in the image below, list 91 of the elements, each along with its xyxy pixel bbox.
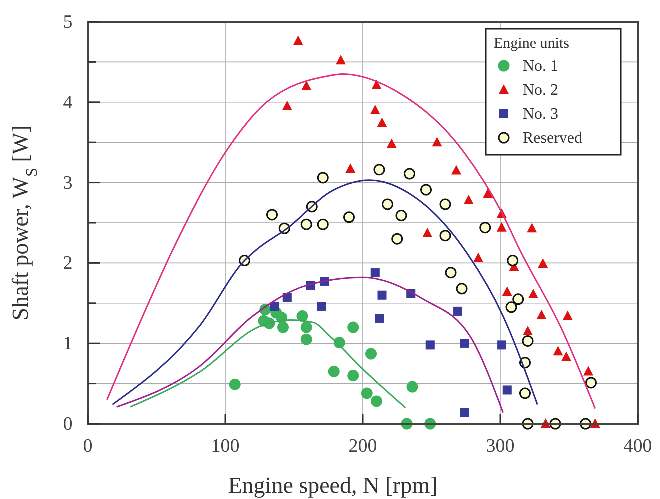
point: [522, 335, 534, 347]
point: [348, 370, 360, 382]
y-tick-label: 3: [63, 172, 73, 194]
point: [396, 210, 408, 222]
point: [346, 164, 356, 174]
point: [440, 230, 452, 242]
point: [460, 339, 470, 348]
y-tick-label: 4: [63, 92, 74, 114]
point: [483, 188, 494, 198]
point: [300, 322, 312, 334]
point: [426, 340, 435, 350]
line-series: [112, 180, 538, 406]
point: [562, 352, 572, 362]
point: [496, 222, 507, 232]
x-tick-label: 100: [211, 436, 240, 457]
point: [460, 408, 470, 418]
point: [344, 212, 355, 224]
point: [300, 218, 312, 230]
point: [293, 36, 304, 46]
x-axis-title: Engine speed, N [rpm]: [228, 473, 438, 498]
y-tick-label: 0: [63, 414, 73, 435]
y-tick-label: 2: [63, 253, 73, 274]
point: [464, 194, 474, 204]
point: [317, 218, 329, 230]
point: [374, 164, 386, 176]
point: [420, 184, 432, 196]
point: [278, 322, 289, 334]
point: [375, 314, 384, 324]
point: [586, 377, 597, 389]
point: [480, 222, 492, 234]
legend-label: Reserved: [523, 130, 583, 147]
point: [371, 396, 382, 408]
point: [553, 346, 564, 356]
legend-label: No. 1: [523, 58, 559, 75]
point: [536, 310, 547, 320]
point: [377, 118, 388, 128]
point: [474, 252, 484, 262]
point: [270, 302, 280, 312]
x-tick-label: 400: [624, 436, 652, 457]
point: [370, 104, 380, 114]
point: [266, 209, 278, 221]
point: [366, 348, 377, 360]
y-tick-label: 5: [63, 12, 73, 33]
point: [507, 255, 519, 267]
x-tick-label: 300: [486, 436, 515, 457]
point: [562, 310, 573, 320]
point: [512, 294, 524, 306]
point: [328, 366, 340, 378]
point: [502, 386, 512, 395]
point: [523, 326, 533, 336]
legend-label: No. 2: [523, 82, 559, 99]
point: [527, 223, 538, 233]
point: [282, 100, 292, 110]
point: [445, 267, 457, 279]
point: [229, 378, 241, 390]
point: [584, 366, 594, 376]
point: [348, 322, 360, 334]
point: [317, 172, 329, 184]
point: [392, 233, 404, 245]
point: [538, 258, 548, 268]
legend-label: No. 3: [523, 106, 559, 123]
point: [336, 55, 346, 65]
point: [440, 198, 452, 210]
point: [404, 168, 416, 180]
point: [370, 268, 380, 278]
point: [372, 80, 382, 90]
point: [361, 388, 373, 400]
point: [506, 302, 518, 314]
point: [520, 388, 531, 400]
y-tick-label: 1: [63, 334, 73, 355]
point: [296, 310, 308, 322]
line-series: [116, 276, 504, 414]
point: [502, 286, 512, 296]
point: [382, 198, 394, 210]
x-tick-label: 0: [83, 436, 93, 457]
point: [453, 306, 462, 316]
point: [386, 138, 397, 148]
point: [406, 381, 418, 393]
legend-title: Engine units: [494, 36, 570, 52]
point: [422, 228, 433, 238]
point: [302, 80, 312, 90]
point: [300, 334, 312, 346]
point: [452, 165, 462, 175]
point: [497, 340, 506, 350]
x-tick-label: 200: [348, 436, 378, 457]
point: [528, 289, 538, 299]
point: [432, 137, 442, 147]
point: [317, 302, 326, 312]
line-series: [106, 74, 596, 410]
point: [378, 290, 387, 300]
point: [456, 283, 468, 295]
